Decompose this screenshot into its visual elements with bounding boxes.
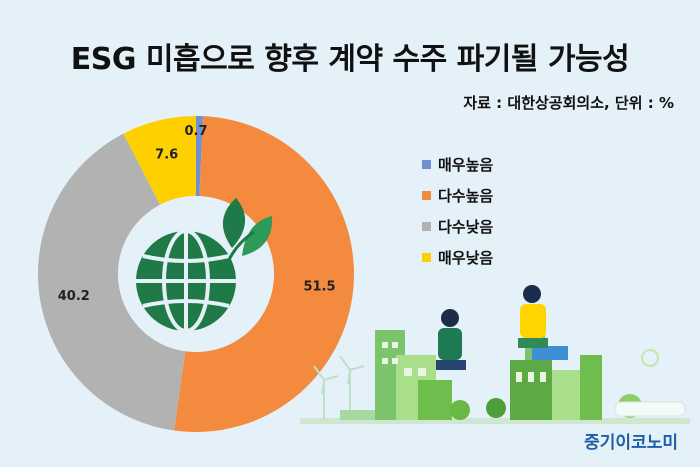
legend-item-very-high: 매우높음 xyxy=(422,150,493,178)
leaf-icon xyxy=(222,198,273,263)
legend-item-somewhat-low: 다수낮음 xyxy=(422,212,493,240)
eco-city-illustration xyxy=(300,285,690,424)
legend-label: 다수높음 xyxy=(438,186,494,205)
slice-somewhat-high xyxy=(174,116,354,432)
legend-swatch xyxy=(422,221,431,231)
legend-label: 다수낮음 xyxy=(438,217,494,236)
legend: 매우높음 다수높음 다수낮음 매우낮음 xyxy=(422,150,493,274)
legend-swatch xyxy=(422,252,431,262)
slice-value-label: 40.2 xyxy=(58,289,90,304)
slice-value-label: 0.7 xyxy=(185,124,208,139)
chart-title: ESG 미흡으로 향후 계약 수주 파기될 가능성 xyxy=(70,42,630,77)
legend-label: 매우높음 xyxy=(438,155,494,174)
slice-very-high xyxy=(196,116,203,197)
slice-value-label: 51.5 xyxy=(303,279,335,294)
legend-item-very-low: 매우낮음 xyxy=(422,243,493,271)
slice-very-low xyxy=(123,116,196,205)
source-note: 자료 : 대한상공회의소, 단위 : % xyxy=(463,94,674,112)
slice-somewhat-low xyxy=(37,133,186,431)
legend-swatch xyxy=(422,190,431,200)
globe-icon xyxy=(136,229,236,333)
slice-value-label: 7.6 xyxy=(155,148,178,163)
legend-swatch xyxy=(422,159,431,169)
legend-item-somewhat-high: 다수높음 xyxy=(422,181,493,209)
brand-logo: 중기이코노미 xyxy=(584,433,678,453)
legend-label: 매우낮음 xyxy=(438,248,494,267)
